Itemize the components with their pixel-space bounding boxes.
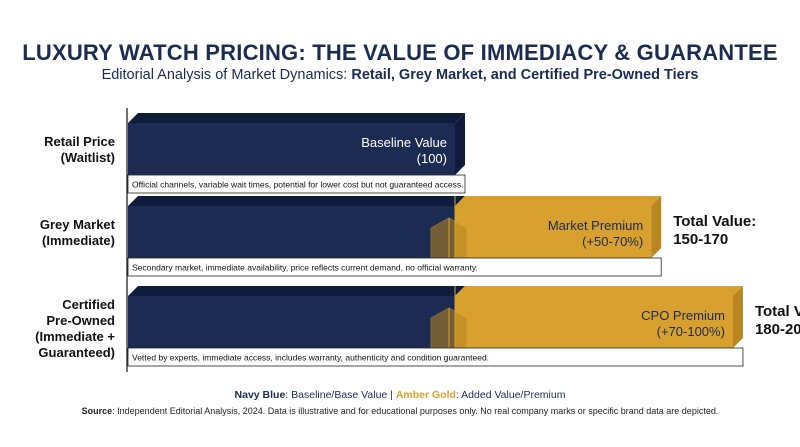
category-label-3-3: (Immediate + [35,329,115,344]
bar-base-side-1 [455,113,465,175]
legend-navy-label: Navy Blue [234,389,286,401]
total-label-2-1: Total Value: [673,213,756,230]
category-label-3-2: Pre-Owned [46,313,115,328]
subtitle-bold: Retail, Grey Market, and Certified Pre-O… [351,67,699,83]
legend-gold-label: Amber Gold [395,389,456,401]
bar-base-top-1 [128,113,465,123]
note-box-1 [127,174,466,194]
total-label-3-1: Total Value: [755,303,800,320]
source-label: Source [81,406,113,416]
chart-subtitle: Editorial Analysis of Market Dynamics: R… [0,67,800,83]
subtitle-lead: Editorial Analysis of Market Dynamics: [101,67,352,83]
bar-premium-2 [455,206,652,258]
base-label-1-2: (100) [417,151,447,166]
source-note: Source: Independent Editorial Analysis, … [0,406,800,416]
total-label-2-2: 150-170 [673,231,728,248]
premium-label-3-1: CPO Premium [641,308,725,323]
bar-base-1 [128,123,455,175]
bar-premium-3 [455,296,733,348]
legend-gold-text: : Added Value/Premium [455,389,566,401]
legend-navy-text: : Baseline/Base Value | [285,389,396,401]
premium-label-3-2: (+70-100%) [657,324,725,339]
note-box-2 [127,257,662,277]
note-box-3 [127,347,744,367]
premium-label-2-1: Market Premium [548,218,643,233]
category-label-1-2: (Waitlist) [61,150,115,165]
bar-premium-side-2 [651,196,662,258]
bar-base-top-2 [128,196,465,206]
category-label-1-1: Retail Price [44,134,115,149]
bar-base-3 [128,296,455,348]
premium-label-2-2: (+50-70%) [582,234,643,249]
bar-premium-side-3 [732,286,743,348]
bar-premium-top-3 [455,286,743,296]
category-label-2-2: (Immediate) [42,233,115,248]
note-text-2: Secondary market, immediate availability… [132,263,478,273]
bar-premium-top-2 [455,196,662,206]
category-label-2-1: Grey Market [40,217,116,232]
chart-title: LUXURY WATCH PRICING: THE VALUE OF IMMED… [22,40,778,65]
category-label-3-1: Certified [62,297,115,312]
bar-base-top-3 [128,286,465,296]
bar-base-2 [128,206,455,258]
note-text-3: Vetted by experts, immediate access, inc… [132,353,489,363]
source-text: : Independent Editorial Analysis, 2024. … [112,406,719,416]
category-label-3-4: Guaranteed) [38,345,115,360]
base-label-1-1: Baseline Value [361,135,447,150]
legend: Navy Blue: Baseline/Base Value | Amber G… [0,389,800,401]
total-label-3-2: 180-200+ [755,321,800,338]
note-text-1: Official channels, variable wait times, … [132,180,464,190]
